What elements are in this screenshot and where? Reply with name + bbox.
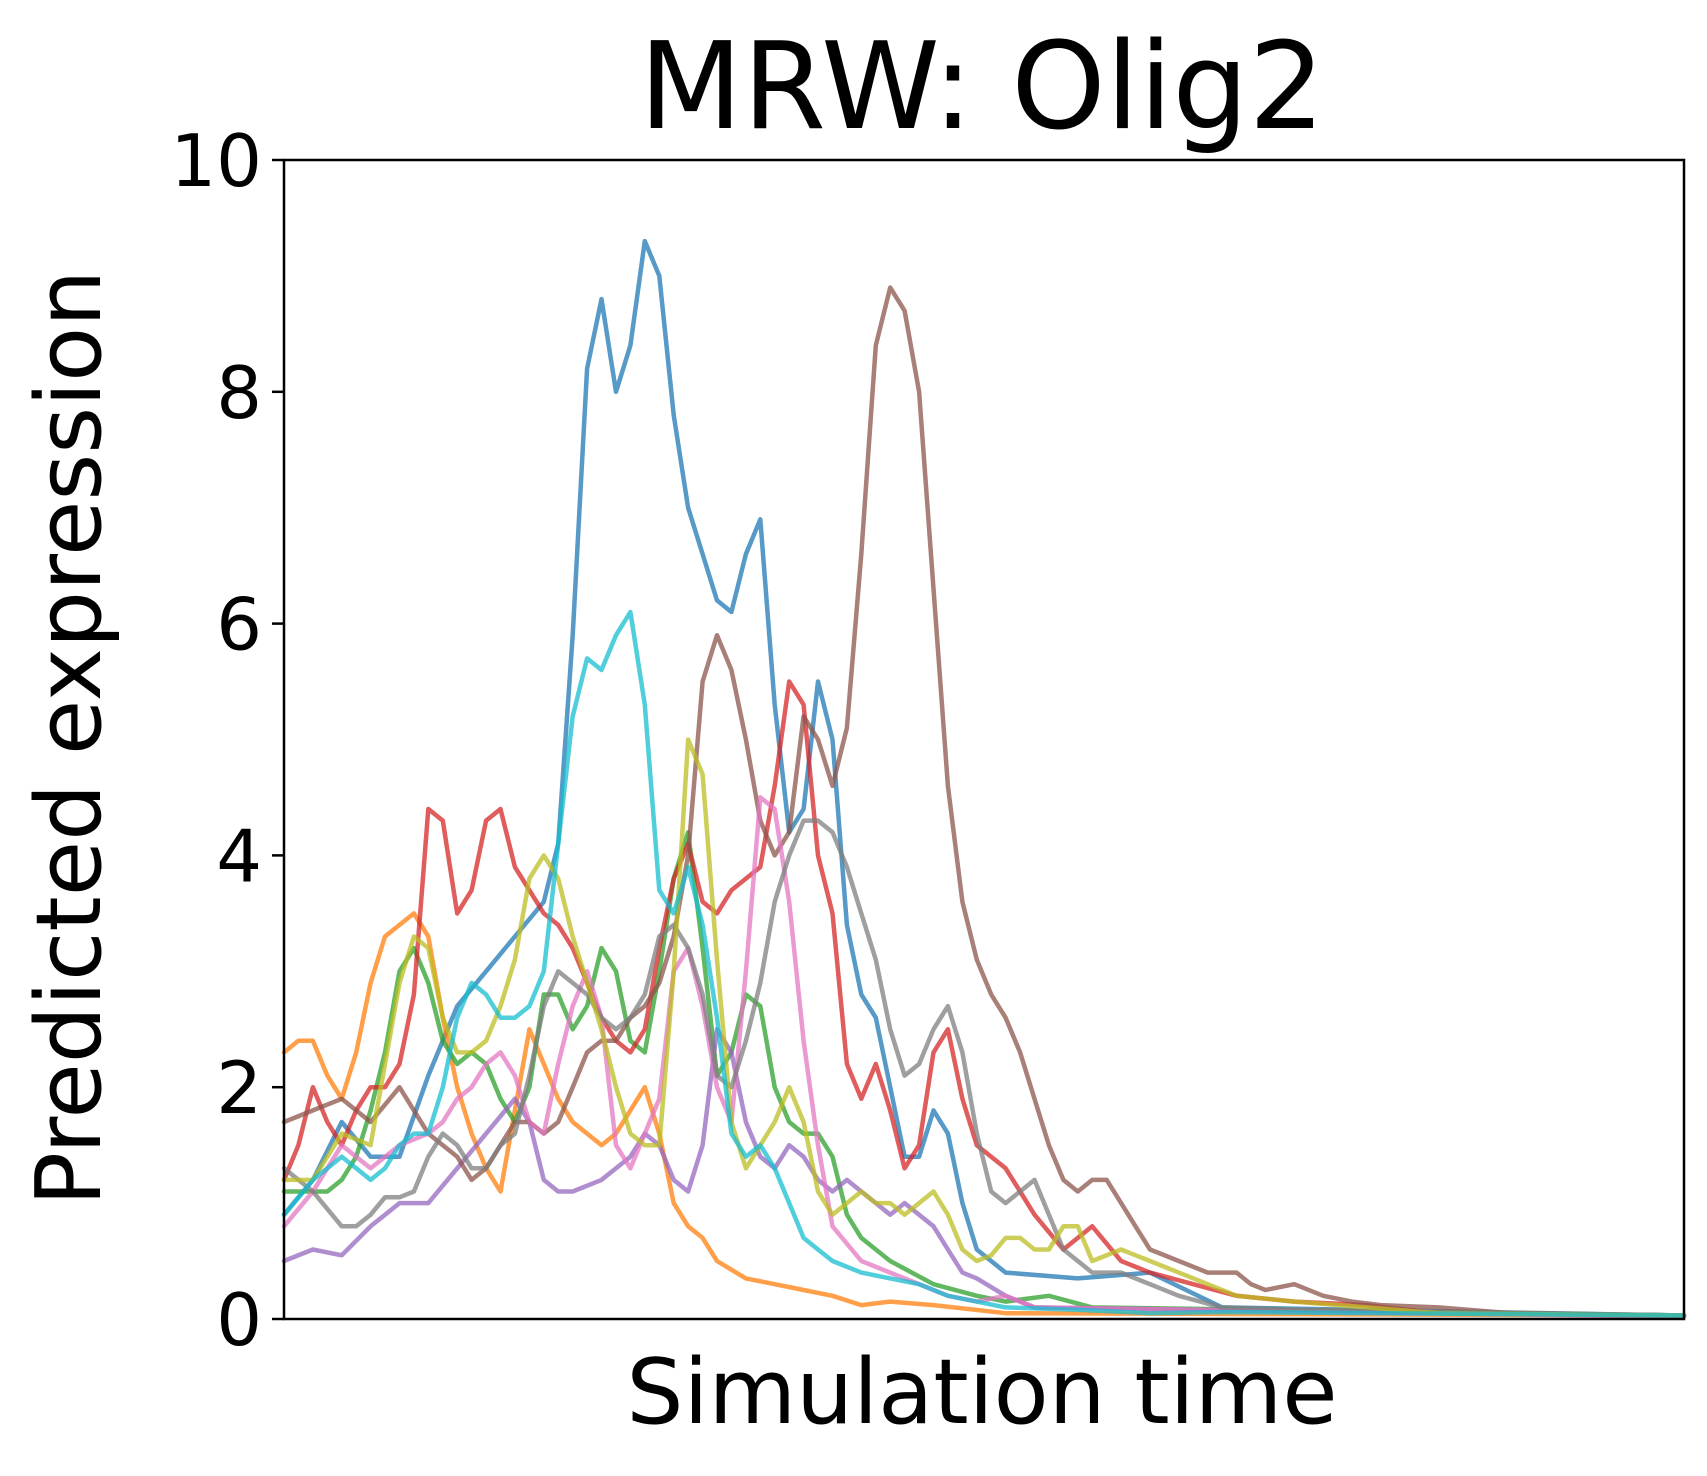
y-tick-label: 10 <box>170 119 262 203</box>
plot-area-frame <box>282 158 1686 1321</box>
y-axis-label: Predicted expression <box>17 270 122 1207</box>
series-line-9 <box>281 737 1687 1318</box>
y-tick-label: 6 <box>216 583 262 667</box>
series-line-8 <box>281 818 1687 1318</box>
series-layer <box>281 238 1687 1319</box>
y-tick-label: 8 <box>216 351 262 435</box>
y-tick-label: 2 <box>216 1046 262 1130</box>
y-tick-label: 4 <box>216 814 262 898</box>
series-line-5 <box>281 1027 1687 1319</box>
series-line-1 <box>281 238 1687 1318</box>
series-line-4 <box>281 679 1687 1318</box>
y-tick-label: 0 <box>216 1278 262 1362</box>
x-axis-label: Simulation time <box>626 1340 1337 1445</box>
chart-title: MRW: Olig2 <box>639 18 1325 157</box>
series-line-7 <box>281 795 1687 1319</box>
series-line-10 <box>281 609 1687 1318</box>
y-axis-ticks: 0 2 4 6 8 10 <box>170 119 284 1362</box>
series-line-3 <box>281 829 1687 1318</box>
